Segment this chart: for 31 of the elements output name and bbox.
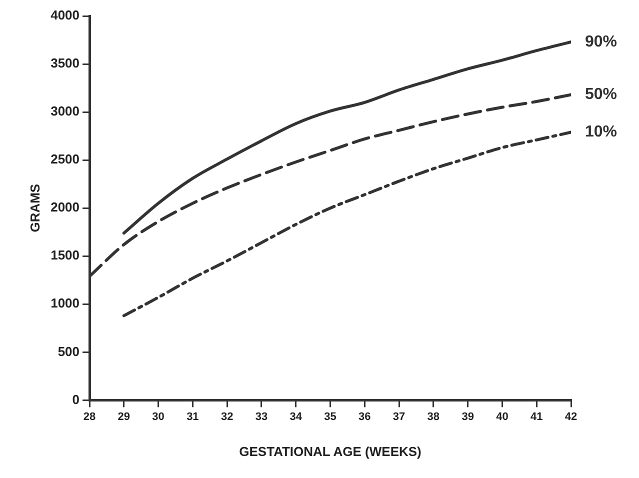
x-axis-title: GESTATIONAL AGE (WEEKS) xyxy=(239,444,422,459)
x-tick-label: 28 xyxy=(83,410,96,423)
x-tick-label: 39 xyxy=(462,410,474,423)
x-tick-label: 42 xyxy=(564,410,578,423)
y-tick-label: 500 xyxy=(58,344,80,359)
y-tick-label: 2500 xyxy=(50,152,80,167)
x-tick-label: 34 xyxy=(290,410,303,423)
series-label: 10% xyxy=(585,124,618,141)
line-series xyxy=(122,40,571,235)
x-tick-label: 38 xyxy=(427,410,440,423)
y-tick-label: 0 xyxy=(72,392,80,407)
series-label: 90% xyxy=(585,33,618,50)
y-tick-label: 3500 xyxy=(50,56,80,71)
x-tick-label: 37 xyxy=(392,410,406,423)
x-tick-label: 33 xyxy=(255,410,268,423)
line-series xyxy=(122,130,571,318)
y-axis-title: GRAMS xyxy=(27,184,42,232)
x-tick-label: 29 xyxy=(118,410,130,423)
x-tick-label: 30 xyxy=(152,410,164,423)
x-tick-label: 41 xyxy=(530,410,543,423)
y-tick-label: 1500 xyxy=(50,248,80,263)
x-tick-label: 40 xyxy=(496,410,508,423)
y-tick-label: 1000 xyxy=(50,296,80,311)
x-tick-label: 31 xyxy=(186,410,199,423)
x-tick-label: 32 xyxy=(220,410,234,423)
y-tick-label: 2000 xyxy=(50,200,80,215)
x-tick-label: 36 xyxy=(358,410,371,423)
y-tick-label: 4000 xyxy=(50,8,80,23)
x-tick-label: 35 xyxy=(324,410,336,423)
y-tick-label: 3000 xyxy=(50,104,80,119)
series-label: 50% xyxy=(585,86,618,104)
